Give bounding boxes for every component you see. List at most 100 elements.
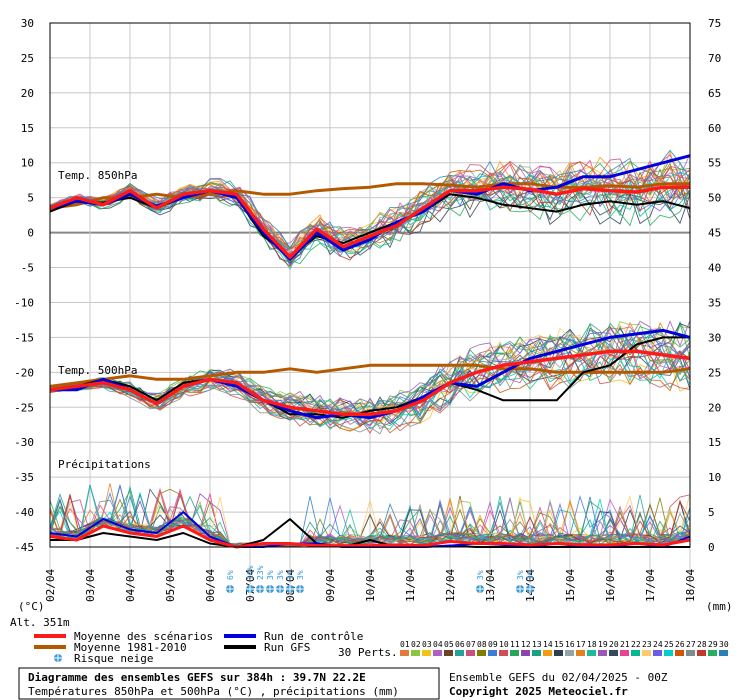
pert-legend-swatch (664, 650, 673, 656)
x-tick-label: 02/04 (44, 569, 57, 602)
right-tick-label: 0 (708, 541, 715, 554)
perturbation-legend: 01 02 03 04 05 06 07 08 09 10 11 12 13 14 15 16 17 18 19 20… (400, 640, 729, 656)
pert-legend-label: 17 (576, 640, 586, 649)
left-tick-label: 10 (21, 157, 34, 170)
right-tick-label: 30 (708, 331, 721, 344)
pert-legend-swatch (543, 650, 552, 656)
left-tick-label: -5 (21, 262, 34, 275)
pert-legend-label: 10 (499, 640, 509, 649)
pert-t850-line (49, 189, 691, 265)
pert-legend-label: 09 (488, 640, 498, 649)
pert-legend-swatch (521, 650, 530, 656)
pert-t500-line (49, 322, 691, 415)
pert-legend-label: 27 (686, 640, 696, 649)
legend-control: Run de contrôle (264, 630, 363, 643)
pert-legend-label: 08 (477, 640, 487, 649)
pert-legend-label: 24 (653, 640, 663, 649)
pert-legend-swatch (686, 650, 695, 656)
pert-legend-label: 01 (400, 640, 410, 649)
x-tick-label: 09/04 (324, 569, 337, 602)
pert-legend-label: 14 (543, 640, 553, 649)
left-tick-label: 20 (21, 87, 34, 100)
snow-risk-marker: 3% (475, 570, 485, 594)
pert-legend-swatch (499, 650, 508, 656)
panel-label-t500: Temp. 500hPa (58, 364, 137, 377)
pert-legend-label: 18 (587, 640, 597, 649)
snow-risk-marker: 6% (225, 570, 235, 594)
pert-legend-label: 15 (554, 640, 564, 649)
snow-risk-marker: 3% (515, 570, 525, 594)
pert-legend-swatch (653, 650, 662, 656)
left-tick-label: -35 (14, 471, 34, 484)
t500-gfs-line (49, 336, 690, 419)
pert-legend-label: 23 (642, 640, 652, 649)
x-tick-label: 12/04 (444, 569, 457, 602)
pert-legend-swatch (598, 650, 607, 656)
x-tick-label: 04/04 (124, 569, 137, 602)
snow-risk-label: 23% (256, 565, 265, 580)
left-tick-label: -30 (14, 436, 34, 449)
pert-legend-label: 29 (708, 640, 718, 649)
pert-t850-line (49, 149, 691, 249)
pert-legend-label: 19 (598, 640, 608, 649)
snow-risk-label: 3% (286, 570, 295, 580)
pert-legend-swatch (697, 650, 706, 656)
x-tick-label: 16/04 (604, 569, 617, 602)
pert-legend-swatch (477, 650, 486, 656)
right-tick-label: 70 (708, 52, 721, 65)
snow-risk-marker: 3% (525, 570, 535, 594)
pert-legend-swatch (620, 650, 629, 656)
altitude-label: Alt. 351m (10, 616, 70, 629)
snow-risk-label: 3% (476, 570, 485, 580)
pert-legend-label: 06 (455, 640, 465, 649)
legend-mean: Moyenne des scénarios (74, 630, 213, 643)
legend-climate: Moyenne 1981-2010 (74, 641, 187, 654)
x-tick-label: 11/04 (404, 569, 417, 602)
pert-legend-swatch (642, 650, 651, 656)
left-axis-unit: (°C) (18, 600, 45, 613)
x-tick-label: 15/04 (564, 569, 577, 602)
snow-risk-label: 3% (296, 570, 305, 580)
snow-risk-label: 3% (516, 570, 525, 580)
footer-box: Diagramme des ensembles GEFS sur 384h : … (18, 667, 440, 700)
snow-risk-markers: 6% 10% 23% 3% 3% 3% 3% 3% 3% 3% (225, 565, 535, 594)
left-tick-label: -10 (14, 296, 34, 309)
plot-frame (49, 22, 691, 548)
pert-legend-label: 28 (697, 640, 707, 649)
x-tick-label: 10/04 (364, 569, 377, 602)
copyright: Copyright 2025 Meteociel.fr (449, 685, 628, 698)
snowflake-icon (53, 653, 63, 663)
right-tick-label: 60 (708, 122, 721, 135)
pert-legend-label: 13 (532, 640, 542, 649)
snow-risk-marker: 3% (285, 570, 295, 594)
pert-legend-label: 07 (466, 640, 476, 649)
pert-t500-line (49, 331, 691, 417)
footer-title: Diagramme des ensembles GEFS sur 384h : … (28, 671, 366, 684)
pert-legend-swatch (587, 650, 596, 656)
left-tick-label: 30 (21, 17, 34, 30)
pert-legend-swatch (510, 650, 519, 656)
right-tick-label: 35 (708, 296, 721, 309)
right-tick-label: 45 (708, 227, 721, 240)
t500-mean-line (49, 349, 691, 417)
snow-risk-marker: 3% (275, 570, 285, 594)
pert-legend-swatch (576, 650, 585, 656)
panel-label-precip: Précipitations (58, 458, 151, 471)
left-tick-label: -25 (14, 401, 34, 414)
pert-legend-label: 26 (675, 640, 685, 649)
right-tick-label: 65 (708, 87, 721, 100)
axes: 302520151050-5-10-15-20-25-30-35-40-4575… (14, 17, 721, 602)
x-tick-label: 06/04 (204, 569, 217, 602)
pert-legend-label: 04 (433, 640, 443, 649)
pert-legend-swatch (433, 650, 442, 656)
left-tick-label: 15 (21, 122, 34, 135)
right-tick-label: 40 (708, 262, 721, 275)
pert-legend-swatch (554, 650, 563, 656)
x-tick-label: 05/04 (164, 569, 177, 602)
pert-legend-swatch (400, 650, 409, 656)
pert-precip-line (49, 499, 691, 547)
pert-legend-label: 22 (631, 640, 641, 649)
left-tick-label: -15 (14, 331, 34, 344)
pert-legend-swatch (565, 650, 574, 656)
legend-snow: Risque neige (74, 652, 153, 665)
